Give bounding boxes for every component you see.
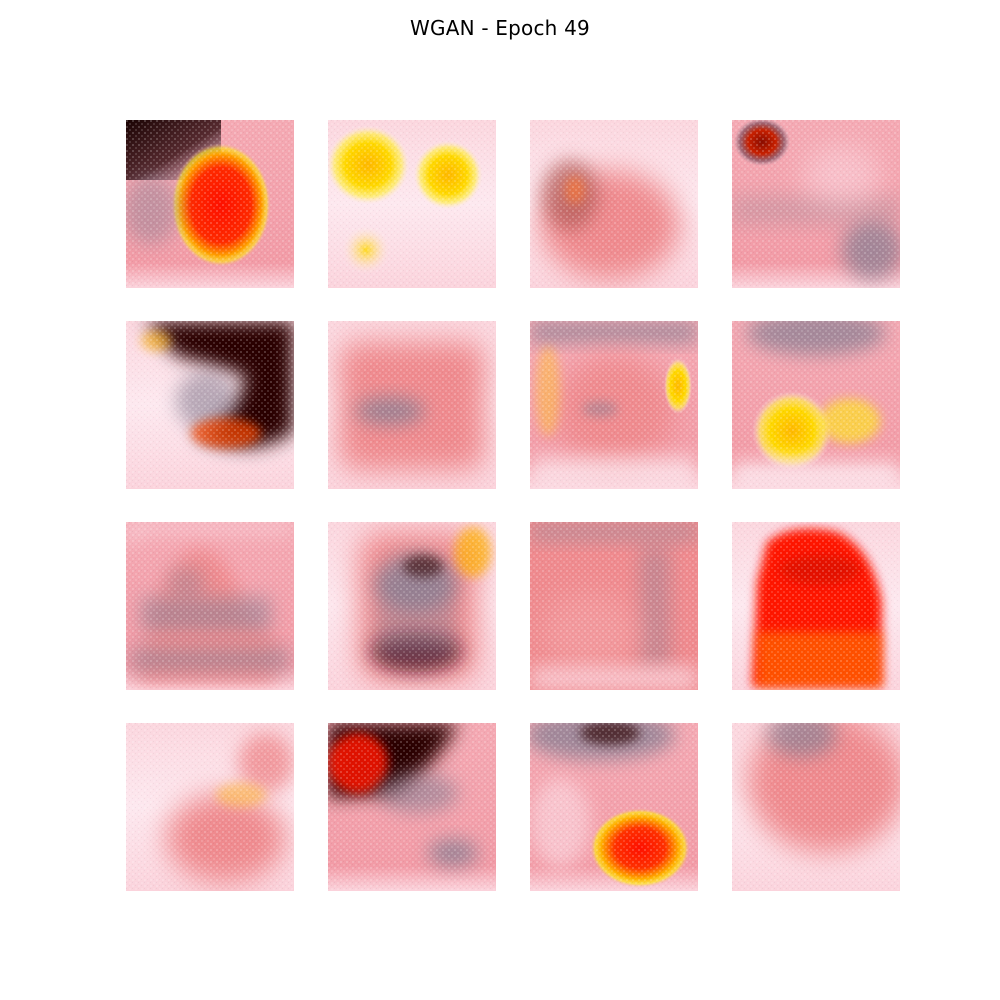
sample-r2-c2 <box>328 321 496 489</box>
sample-r1-c3 <box>530 120 698 288</box>
sample-r3-c2 <box>328 522 496 690</box>
sample-r2-c1 <box>126 321 294 489</box>
sample-r1-c2 <box>328 120 496 288</box>
sample-r4-c3 <box>530 723 698 891</box>
sample-r3-c3 <box>530 522 698 690</box>
sample-r2-c4 <box>732 321 900 489</box>
sample-grid <box>126 120 900 891</box>
figure-title: WGAN - Epoch 49 <box>410 16 590 40</box>
sample-r4-c4 <box>732 723 900 891</box>
sample-r2-c3 <box>530 321 698 489</box>
sample-r4-c2 <box>328 723 496 891</box>
sample-r1-c4 <box>732 120 900 288</box>
sample-r4-c1 <box>126 723 294 891</box>
sample-r3-c4 <box>732 522 900 690</box>
sample-r3-c1 <box>126 522 294 690</box>
sample-r1-c1 <box>126 120 294 288</box>
